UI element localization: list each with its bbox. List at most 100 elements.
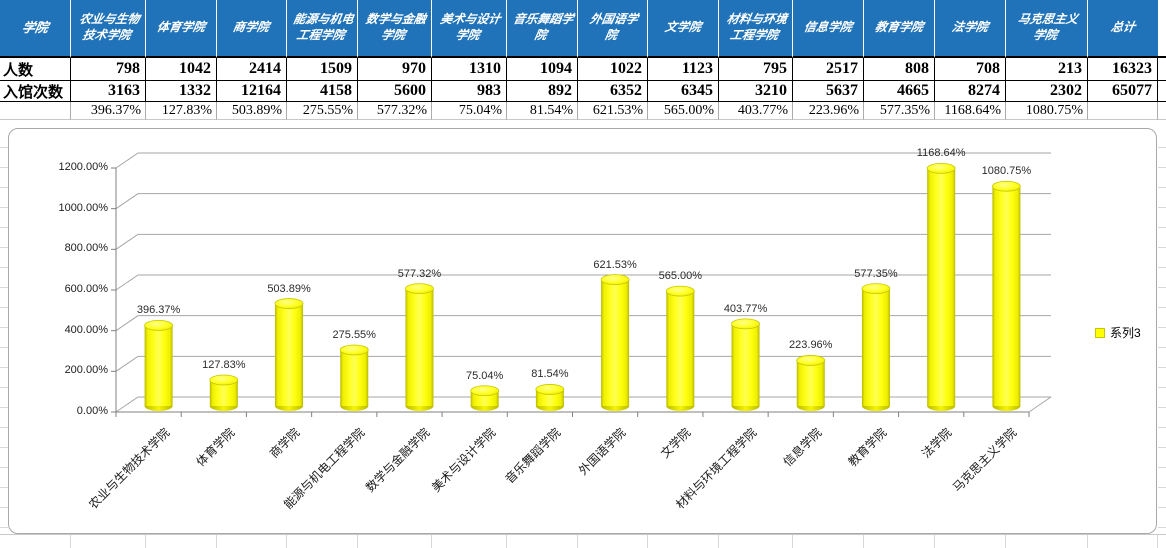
people-cell-10[interactable]: 2517: [793, 58, 864, 81]
header-cell-12[interactable]: 法学院: [935, 0, 1006, 58]
sheet-row-below-chart[interactable]: [0, 534, 1166, 548]
y-tick-label: 600.00%: [64, 283, 108, 295]
sheet-cells-left-of-chart[interactable]: [0, 128, 8, 534]
cylinder-series: [144, 162, 1021, 411]
header-cell-2[interactable]: 商学院: [217, 0, 287, 58]
header-cell-6[interactable]: 音乐舞蹈学院: [507, 0, 578, 58]
header-cell-9[interactable]: 材料与环境工程学院: [719, 0, 793, 58]
visits-cell-1[interactable]: 1332: [146, 81, 217, 102]
people-cell-1[interactable]: 1042: [146, 58, 217, 81]
visits-cell-4[interactable]: 5600: [358, 81, 432, 102]
header-cell-13[interactable]: 马克思主义学院: [1006, 0, 1088, 58]
visits-cell-12[interactable]: 8274: [935, 81, 1006, 102]
header-cell-3[interactable]: 能源与机电工程学院: [287, 0, 358, 58]
visits-cell-10[interactable]: 5637: [793, 81, 864, 102]
header-cell-0[interactable]: 农业与生物技术学院: [71, 0, 146, 58]
visits-cell-5[interactable]: 983: [432, 81, 507, 102]
people-cell-3[interactable]: 1509: [287, 58, 358, 81]
header-cell-1[interactable]: 体育学院: [146, 0, 217, 58]
legend-label: 系列3: [1110, 326, 1141, 340]
ratio-cell-8[interactable]: 565.00%: [648, 102, 719, 120]
y-tick-label: 0.00%: [76, 405, 108, 417]
people-cell-9[interactable]: 795: [719, 58, 793, 81]
header-cell-10[interactable]: 信息学院: [793, 0, 864, 58]
data-label: 577.35%: [854, 267, 898, 280]
ratio-cell-3[interactable]: 275.55%: [287, 102, 358, 120]
people-cell-2[interactable]: 2414: [217, 58, 287, 81]
ratio-cell-4[interactable]: 577.32%: [358, 102, 432, 120]
ratio-cell-1[interactable]: 127.83%: [146, 102, 217, 120]
visits-cell-11[interactable]: 4665: [864, 81, 935, 102]
visits-cell-14[interactable]: 65077: [1088, 81, 1158, 102]
header-cell-4[interactable]: 数学与金融学院: [358, 0, 432, 58]
visits-edge-cell[interactable]: [1158, 81, 1166, 102]
row-label-people[interactable]: 人数: [0, 58, 71, 81]
data-label: 1168.64%: [916, 147, 966, 160]
sheet-gridline: [1087, 535, 1088, 548]
ratio-cell-5[interactable]: 75.04%: [432, 102, 507, 120]
ratio-cell-7[interactable]: 621.53%: [578, 102, 648, 120]
header-cell-8[interactable]: 文学院: [648, 0, 719, 58]
ratio-cell-6[interactable]: 81.54%: [507, 102, 578, 120]
plot-area: [111, 152, 1052, 417]
people-cell-14[interactable]: 16323: [1088, 58, 1158, 81]
ratio-edge-cell[interactable]: [1158, 102, 1166, 120]
header-cell-14[interactable]: 总计: [1088, 0, 1158, 58]
ratio-cell-14[interactable]: [1088, 102, 1158, 120]
ratio-cell-9[interactable]: 403.77%: [719, 102, 793, 120]
row-label-ratio[interactable]: [0, 102, 71, 120]
data-label: 127.83%: [202, 359, 246, 371]
cylinder-chart[interactable]: 0.00% 200.00% 400.00% 600.00% 800.00% 1000.00…: [8, 128, 1157, 534]
sheet-gridline: [506, 535, 507, 548]
data-label: 275.55%: [332, 328, 376, 341]
sheet-cells-right-of-chart[interactable]: [1158, 128, 1166, 534]
people-cell-6[interactable]: 1094: [507, 58, 578, 81]
y-tick-label: 1200.00%: [58, 161, 108, 173]
legend-swatch-icon: [1095, 327, 1105, 338]
data-label: 621.53%: [593, 258, 637, 271]
data-label: 223.96%: [789, 339, 833, 352]
people-edge-cell[interactable]: [1158, 58, 1166, 81]
data-label: 403.77%: [723, 302, 768, 315]
data-label: 565.00%: [658, 270, 703, 283]
visits-cell-2[interactable]: 12164: [217, 81, 287, 102]
people-cell-11[interactable]: 808: [864, 58, 935, 81]
visits-cell-0[interactable]: 3163: [71, 81, 146, 102]
header-cell-11[interactable]: 教育学院: [864, 0, 935, 58]
gridlines: [115, 152, 1051, 413]
visits-cell-3[interactable]: 4158: [287, 81, 358, 102]
people-cell-8[interactable]: 1123: [648, 58, 719, 81]
sheet-gridline: [286, 535, 287, 548]
people-cell-5[interactable]: 1310: [432, 58, 507, 81]
sheet-gridline: [145, 535, 146, 548]
people-cell-13[interactable]: 213: [1006, 58, 1088, 81]
y-tick-label: 800.00%: [64, 242, 108, 255]
ratio-cell-2[interactable]: 503.89%: [217, 102, 287, 120]
ratio-cell-13[interactable]: 1080.75%: [1006, 102, 1088, 120]
visits-cell-13[interactable]: 2302: [1006, 81, 1088, 102]
ratio-cell-0[interactable]: 396.37%: [71, 102, 146, 120]
visits-cell-8[interactable]: 6345: [648, 81, 719, 102]
sheet-gridline: [1157, 535, 1158, 548]
sheet-gridline: [863, 535, 864, 548]
header-cell-7[interactable]: 外国语学院: [578, 0, 648, 58]
corner-cell-college[interactable]: 学院: [0, 0, 71, 58]
people-cell-0[interactable]: 798: [71, 58, 146, 81]
legend[interactable]: 系列3: [1095, 324, 1141, 341]
visits-cell-6[interactable]: 892: [507, 81, 578, 102]
ratio-cell-12[interactable]: 1168.64%: [935, 102, 1006, 120]
ratio-cell-11[interactable]: 577.35%: [864, 102, 935, 120]
ratio-cell-10[interactable]: 223.96%: [793, 102, 864, 120]
y-tick-label: 200.00%: [64, 364, 108, 377]
people-cell-12[interactable]: 708: [935, 58, 1006, 81]
row-label-visits[interactable]: 入馆次数: [0, 81, 71, 102]
header-edge-cell[interactable]: [1158, 0, 1166, 58]
visits-cell-9[interactable]: 3210: [719, 81, 793, 102]
data-label: 396.37%: [136, 304, 181, 317]
people-cell-7[interactable]: 1022: [578, 58, 648, 81]
sheet-gridline: [357, 535, 358, 548]
header-cell-5[interactable]: 美术与设计学院: [432, 0, 507, 58]
people-cell-4[interactable]: 970: [358, 58, 432, 81]
visits-cell-7[interactable]: 6352: [578, 81, 648, 102]
axes: [111, 167, 1052, 417]
